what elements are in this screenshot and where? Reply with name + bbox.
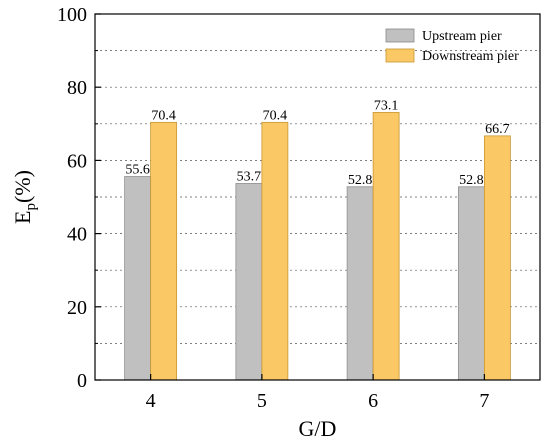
data-label: 52.8 xyxy=(459,173,484,188)
data-label: 70.4 xyxy=(151,108,176,123)
x-tick-label: 4 xyxy=(146,390,156,412)
y-tick-label: 60 xyxy=(67,150,87,172)
bar-downstream xyxy=(372,112,400,381)
data-label: 70.4 xyxy=(263,108,288,123)
y-tick-label: 0 xyxy=(77,370,87,392)
bars xyxy=(124,112,511,381)
y-axis-title-subscript: p xyxy=(23,203,39,211)
bar-upstream xyxy=(457,186,485,381)
legend: Upstream pier Downstream pier xyxy=(385,28,519,64)
y-tick-label: 40 xyxy=(67,224,87,246)
y-axis-ticks: 0 20 40 60 80 100 xyxy=(57,4,101,392)
legend-swatch-downstream xyxy=(385,48,415,63)
y-tick-label: 20 xyxy=(67,297,87,319)
data-label: 53.7 xyxy=(237,169,262,184)
x-tick-label: 7 xyxy=(479,390,489,412)
x-axis-ticks: 4 5 6 7 xyxy=(146,374,489,412)
y-tick-label: 100 xyxy=(57,4,87,26)
x-tick-label: 5 xyxy=(257,390,267,412)
data-label: 52.8 xyxy=(348,173,373,188)
legend-label-upstream: Upstream pier xyxy=(422,29,502,44)
bar-upstream xyxy=(346,186,374,381)
bar-downstream xyxy=(150,121,178,381)
bar-downstream xyxy=(483,135,511,381)
legend-swatch-upstream xyxy=(385,28,415,43)
y-axis-title: Ep(%) xyxy=(10,170,39,224)
data-label: 55.6 xyxy=(125,163,150,178)
data-labels: 55.6 70.4 53.7 70.4 52.8 73.1 52.8 66.7 xyxy=(125,98,509,187)
bar-upstream xyxy=(235,183,263,381)
bar-upstream xyxy=(124,176,152,381)
y-tick-label: 80 xyxy=(67,77,87,99)
y-axis-title-suffix: (%) xyxy=(10,170,35,203)
legend-label-downstream: Downstream pier xyxy=(422,49,519,64)
x-axis-title: G/D xyxy=(299,416,337,441)
bar-downstream xyxy=(261,121,289,381)
y-axis-title-main: E xyxy=(10,211,35,224)
x-tick-label: 6 xyxy=(368,390,378,412)
data-label: 73.1 xyxy=(374,98,399,113)
data-label: 66.7 xyxy=(485,122,510,137)
